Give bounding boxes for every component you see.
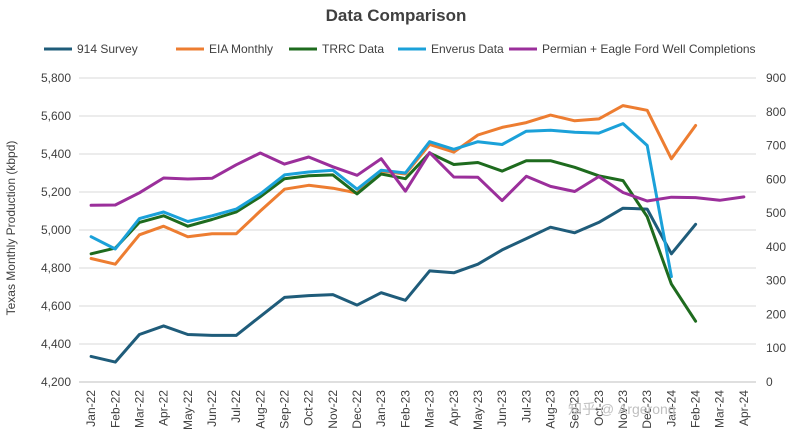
x-tick-label: Apr-23 bbox=[447, 390, 461, 426]
legend-label: 914 Survey bbox=[77, 42, 138, 56]
y-tick-label: 5,800 bbox=[41, 71, 71, 85]
x-tick-label: Oct-22 bbox=[302, 390, 316, 426]
x-tick-label: Jun-22 bbox=[205, 390, 219, 427]
x-tick-label: Sep-22 bbox=[278, 390, 292, 429]
legend-label: Permian + Eagle Ford Well Completions bbox=[542, 42, 756, 56]
y-tick-label: 5,400 bbox=[41, 147, 71, 161]
y2-tick-label: 600 bbox=[766, 172, 786, 186]
series-lines bbox=[89, 104, 746, 364]
series-line bbox=[89, 206, 698, 364]
x-tick-label: Mar-22 bbox=[132, 390, 146, 428]
chart-title: Data Comparison bbox=[326, 6, 467, 25]
y-tick-label: 4,600 bbox=[41, 299, 71, 313]
y2-tick-label: 500 bbox=[766, 206, 786, 220]
x-tick-label: Feb-24 bbox=[689, 390, 703, 428]
legend: 914 Survey EIA Monthly TRRC Data Enverus Da… bbox=[44, 42, 756, 56]
series-line bbox=[89, 151, 746, 207]
x-tick-label: May-22 bbox=[181, 390, 195, 430]
y-tick-label: 5,600 bbox=[41, 109, 71, 123]
y2-tick-label: 400 bbox=[766, 240, 786, 254]
x-tick-label: Dec-22 bbox=[350, 390, 364, 429]
y2-tick-label: 800 bbox=[766, 105, 786, 119]
x-tick-label: Jul-23 bbox=[519, 390, 533, 423]
y2-tick-label: 900 bbox=[766, 71, 786, 85]
y-tick-label: 4,200 bbox=[41, 375, 71, 389]
y2-tick-label: 0 bbox=[766, 375, 773, 389]
series-line bbox=[89, 122, 673, 279]
y-tick-label: 4,800 bbox=[41, 261, 71, 275]
y2-tick-label: 100 bbox=[766, 341, 786, 355]
x-tick-label: Dec-23 bbox=[640, 390, 654, 429]
x-tick-label: Jun-23 bbox=[495, 390, 509, 427]
watermark: 知乎 @ Argerong bbox=[568, 401, 676, 417]
legend-label: TRRC Data bbox=[322, 42, 384, 56]
x-tick-label: Apr-24 bbox=[737, 390, 751, 426]
y2-tick-label: 300 bbox=[766, 274, 786, 288]
x-tick-label: Feb-22 bbox=[108, 390, 122, 428]
y2-tick-label: 200 bbox=[766, 307, 786, 321]
x-tick-label: Jan-23 bbox=[374, 390, 388, 427]
y-tick-label: 5,200 bbox=[41, 185, 71, 199]
y-tick-label: 4,400 bbox=[41, 337, 71, 351]
x-tick-label: Mar-23 bbox=[423, 390, 437, 428]
x-axis: Jan-22 Feb-22 Mar-22 Apr-22 May-22 Jun-22 Jul-… bbox=[79, 381, 756, 430]
y-axis-right: 0 100 200 300 400 500 600 700 800 900 bbox=[766, 71, 786, 389]
y-axis-left: 4,200 4,400 4,600 4,800 5,000 5,200 5,400 5,600… bbox=[41, 71, 71, 389]
x-tick-label: Nov-22 bbox=[326, 390, 340, 429]
x-tick-label: Apr-22 bbox=[157, 390, 171, 426]
legend-label: EIA Monthly bbox=[209, 42, 273, 56]
x-tick-label: Nov-23 bbox=[616, 390, 630, 429]
x-tick-label: Mar-24 bbox=[713, 390, 727, 428]
y2-tick-label: 700 bbox=[766, 139, 786, 153]
x-tick-label: Oct-23 bbox=[592, 390, 606, 426]
x-tick-label: Jan-22 bbox=[84, 390, 98, 427]
x-tick-label: Sep-23 bbox=[568, 390, 582, 429]
y-tick-label: 5,000 bbox=[41, 223, 71, 237]
legend-label: Enverus Data bbox=[431, 42, 504, 56]
x-tick-label: Jan-24 bbox=[664, 390, 678, 427]
y-axis-title: Texas Monthly Production (kbpd) bbox=[4, 141, 18, 316]
x-tick-label: Aug-23 bbox=[543, 390, 557, 429]
x-tick-label: Aug-22 bbox=[253, 390, 267, 429]
x-tick-label: Feb-23 bbox=[398, 390, 412, 428]
x-tick-label: Jul-22 bbox=[229, 390, 243, 423]
x-tick-label: May-23 bbox=[471, 390, 485, 430]
